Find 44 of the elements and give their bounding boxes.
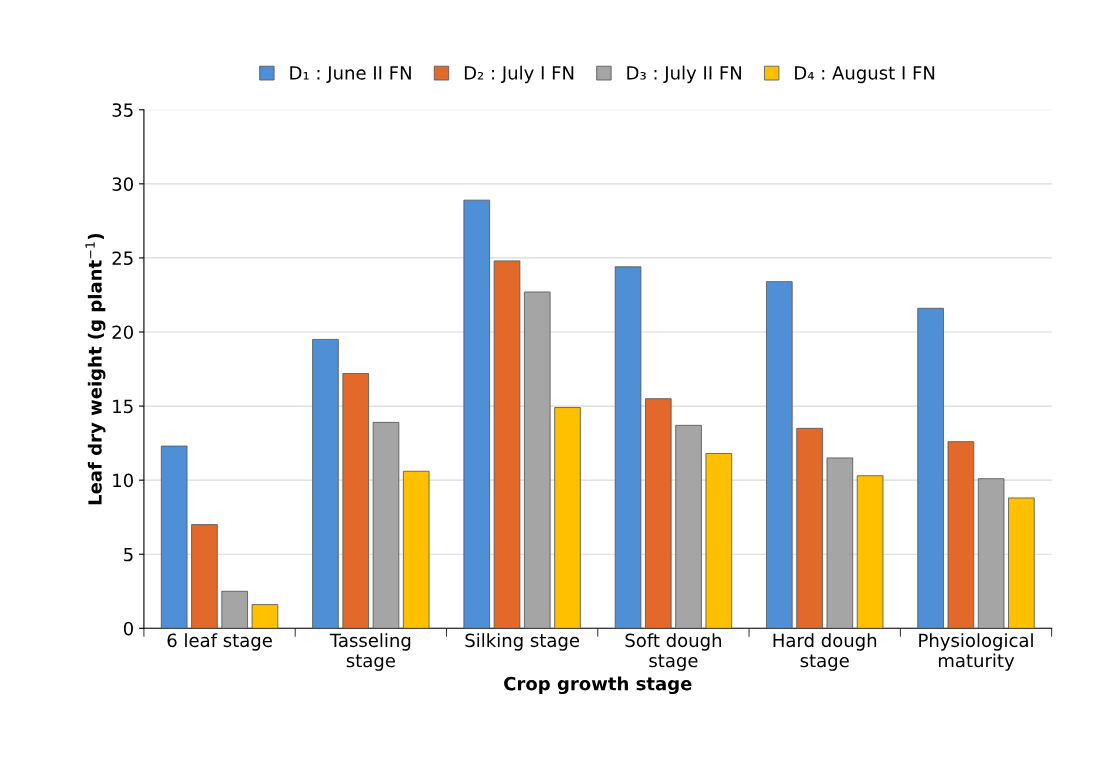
bar bbox=[856, 475, 884, 629]
bar bbox=[554, 407, 581, 629]
bar bbox=[977, 478, 1005, 629]
bar bbox=[766, 281, 793, 629]
bar bbox=[463, 199, 491, 629]
legend-label: D₄ : August I FN bbox=[795, 66, 935, 84]
y-tick-label: 10 bbox=[113, 473, 133, 488]
y-axis-title: Leaf dry weight (g plant$^{−1}$) bbox=[85, 233, 106, 505]
x-axis-title: Crop growth stage bbox=[504, 676, 692, 695]
y-tick-label: 15 bbox=[113, 399, 133, 414]
bar bbox=[796, 427, 823, 629]
bar bbox=[1008, 497, 1035, 629]
bar bbox=[947, 441, 975, 629]
x-tick-label: Hard dough stage bbox=[773, 633, 877, 671]
bar bbox=[493, 260, 521, 629]
bar bbox=[372, 421, 400, 629]
bar bbox=[705, 453, 733, 629]
bar bbox=[523, 291, 551, 629]
y-tick-label: 30 bbox=[112, 177, 133, 191]
bar bbox=[917, 307, 944, 629]
bar bbox=[251, 604, 279, 629]
x-tick-label: Silking stage bbox=[465, 633, 580, 651]
bar bbox=[645, 398, 672, 629]
bar bbox=[191, 524, 218, 629]
legend-label: D₃ : July II FN bbox=[627, 65, 741, 84]
legend-label: D₁ : June II FN bbox=[290, 66, 411, 83]
y-tick-label: 5 bbox=[124, 547, 133, 562]
y-tick-label: 0 bbox=[123, 621, 133, 636]
bar bbox=[312, 338, 339, 629]
bar bbox=[221, 590, 248, 629]
bar bbox=[160, 445, 188, 629]
y-tick-label: 20 bbox=[112, 325, 133, 340]
bar bbox=[675, 424, 702, 629]
x-tick-label: 6 leaf stage bbox=[167, 633, 272, 651]
bar bbox=[402, 470, 430, 629]
bar bbox=[826, 457, 854, 629]
x-tick-label: Soft dough stage bbox=[625, 633, 721, 671]
x-tick-label: Physiological maturity bbox=[919, 633, 1033, 671]
bar bbox=[342, 373, 369, 629]
y-tick-label: 35 bbox=[112, 103, 133, 117]
bar bbox=[614, 266, 642, 629]
x-tick-label: Tasseling stage bbox=[329, 633, 411, 671]
y-tick-label: 25 bbox=[112, 251, 133, 266]
legend-label: D₂ : July I FN bbox=[464, 65, 574, 84]
